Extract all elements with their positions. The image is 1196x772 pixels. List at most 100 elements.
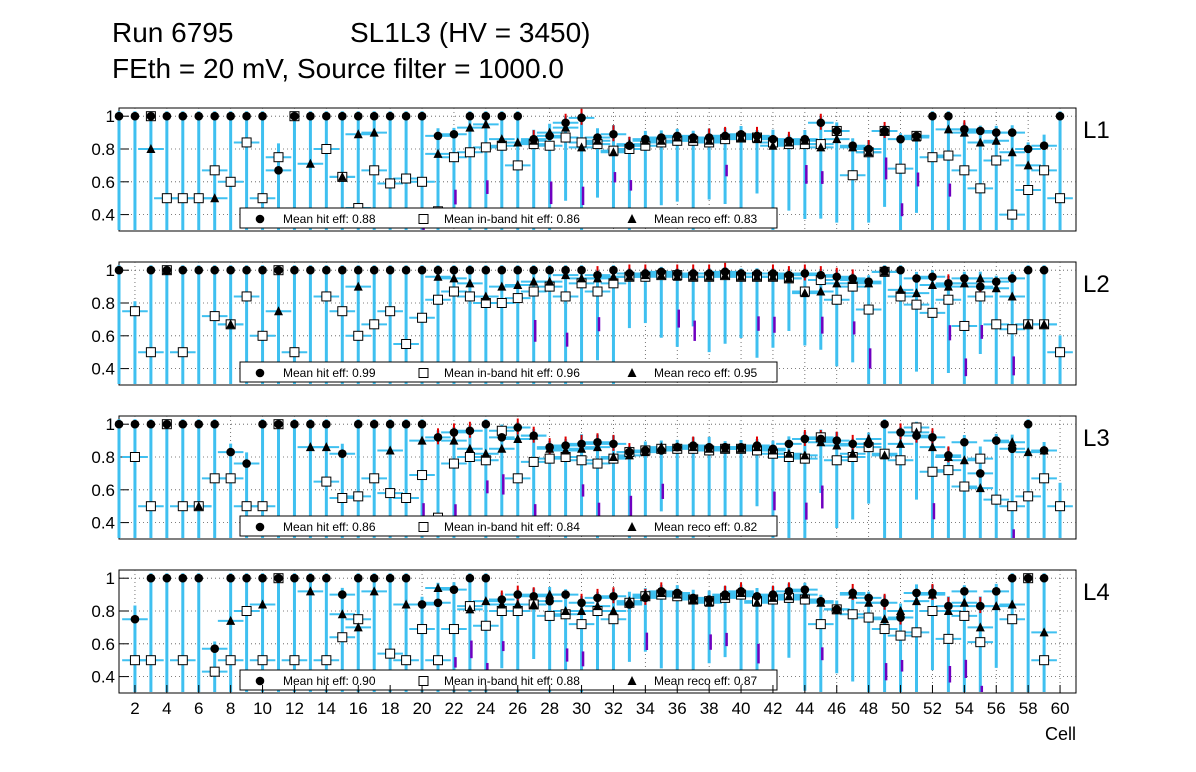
reco-marker xyxy=(226,319,236,329)
inband-marker xyxy=(592,286,603,297)
reco-marker xyxy=(545,276,555,286)
hit-marker xyxy=(481,265,491,275)
hit-marker xyxy=(114,111,124,121)
hit-marker xyxy=(976,282,985,291)
inband-marker xyxy=(209,473,220,484)
reco-marker xyxy=(959,278,969,288)
reco-marker xyxy=(832,278,842,288)
hit-marker xyxy=(944,451,953,460)
hit-marker xyxy=(146,265,156,275)
inband-marker xyxy=(560,132,571,143)
reco-marker xyxy=(513,433,523,443)
hit-marker xyxy=(1007,128,1017,137)
hit-marker xyxy=(449,428,459,437)
inband-marker xyxy=(1007,614,1018,625)
hit-marker xyxy=(290,265,299,275)
hit-marker xyxy=(433,131,443,141)
hit-marker xyxy=(832,126,842,136)
hit-marker xyxy=(338,449,347,459)
hit-marker xyxy=(672,588,682,598)
hit-marker xyxy=(529,591,538,601)
inband-marker xyxy=(927,606,938,616)
reco-marker xyxy=(593,442,602,452)
inband-marker xyxy=(417,624,428,635)
hit-marker xyxy=(800,585,810,594)
legend-hit-label: Mean hit eff: 0.88 xyxy=(283,212,376,226)
reco-marker xyxy=(369,586,379,596)
inband-marker xyxy=(401,173,412,184)
reco-marker xyxy=(991,135,1001,145)
legend-inband-label: Mean in-band hit eff: 0.84 xyxy=(444,520,580,534)
reco-marker xyxy=(927,279,937,289)
hit-marker xyxy=(991,128,1001,137)
reco-marker xyxy=(927,442,937,452)
hit-marker xyxy=(768,590,778,599)
inband-marker xyxy=(417,312,428,323)
reco-marker xyxy=(305,158,315,168)
hit-marker xyxy=(768,444,778,454)
hit-marker xyxy=(433,433,443,442)
x-tick-label: 38 xyxy=(700,699,719,718)
reco-marker xyxy=(880,450,890,460)
hit-marker xyxy=(960,125,969,134)
hit-marker xyxy=(816,270,826,280)
inband-marker xyxy=(1039,655,1050,666)
x-tick-label: 20 xyxy=(413,699,432,718)
reco-marker xyxy=(305,442,315,452)
inband-marker xyxy=(959,481,970,492)
inband-marker xyxy=(496,298,507,308)
reco-marker xyxy=(943,124,953,134)
inband-marker xyxy=(991,494,1002,505)
reco-marker xyxy=(321,442,331,452)
inband-marker xyxy=(1055,193,1066,204)
hit-marker xyxy=(258,111,267,121)
hit-marker xyxy=(864,439,873,449)
reco-marker xyxy=(561,606,571,615)
hit-marker xyxy=(401,265,411,275)
inband-marker xyxy=(161,193,172,204)
hit-marker xyxy=(417,600,427,609)
reco-marker xyxy=(385,445,395,455)
hit-marker xyxy=(625,447,634,457)
inband-marker xyxy=(512,473,523,484)
inband-marker xyxy=(241,501,252,512)
reco-marker xyxy=(529,599,539,609)
legend-box xyxy=(239,361,778,383)
inband-marker xyxy=(225,176,236,187)
inband-marker xyxy=(959,610,970,621)
hit-marker xyxy=(561,590,570,599)
inband-marker xyxy=(512,160,523,171)
hit-marker xyxy=(912,588,921,598)
y-tick-label: 0.6 xyxy=(91,635,115,654)
inband-marker xyxy=(321,655,332,666)
legend-box xyxy=(239,207,778,229)
inband-marker xyxy=(417,470,428,481)
hit-marker xyxy=(752,269,762,278)
inband-marker xyxy=(448,286,459,297)
y-tick-label: 0.8 xyxy=(91,140,115,159)
hit-marker xyxy=(641,134,650,144)
hit-marker xyxy=(194,265,204,275)
hit-marker xyxy=(736,269,746,278)
hit-marker xyxy=(417,265,427,275)
reco-marker xyxy=(752,597,762,607)
hit-marker xyxy=(306,573,315,583)
hit-marker xyxy=(880,126,889,136)
reco-marker xyxy=(465,278,475,288)
reco-marker xyxy=(465,443,475,453)
inband-marker xyxy=(608,614,619,625)
inband-marker xyxy=(991,155,1002,166)
hit-marker xyxy=(609,129,618,139)
hit-marker xyxy=(274,573,283,583)
reco-marker xyxy=(577,273,587,283)
inband-marker xyxy=(464,147,475,158)
reco-marker xyxy=(959,597,969,607)
hit-marker xyxy=(848,588,857,598)
hit-marker xyxy=(226,111,235,121)
reco-marker xyxy=(848,448,858,458)
inband-marker xyxy=(289,655,300,666)
inband-marker xyxy=(576,619,587,630)
reco-marker xyxy=(608,606,618,615)
x-tick-label: 12 xyxy=(285,699,304,718)
inband-marker xyxy=(544,453,555,464)
